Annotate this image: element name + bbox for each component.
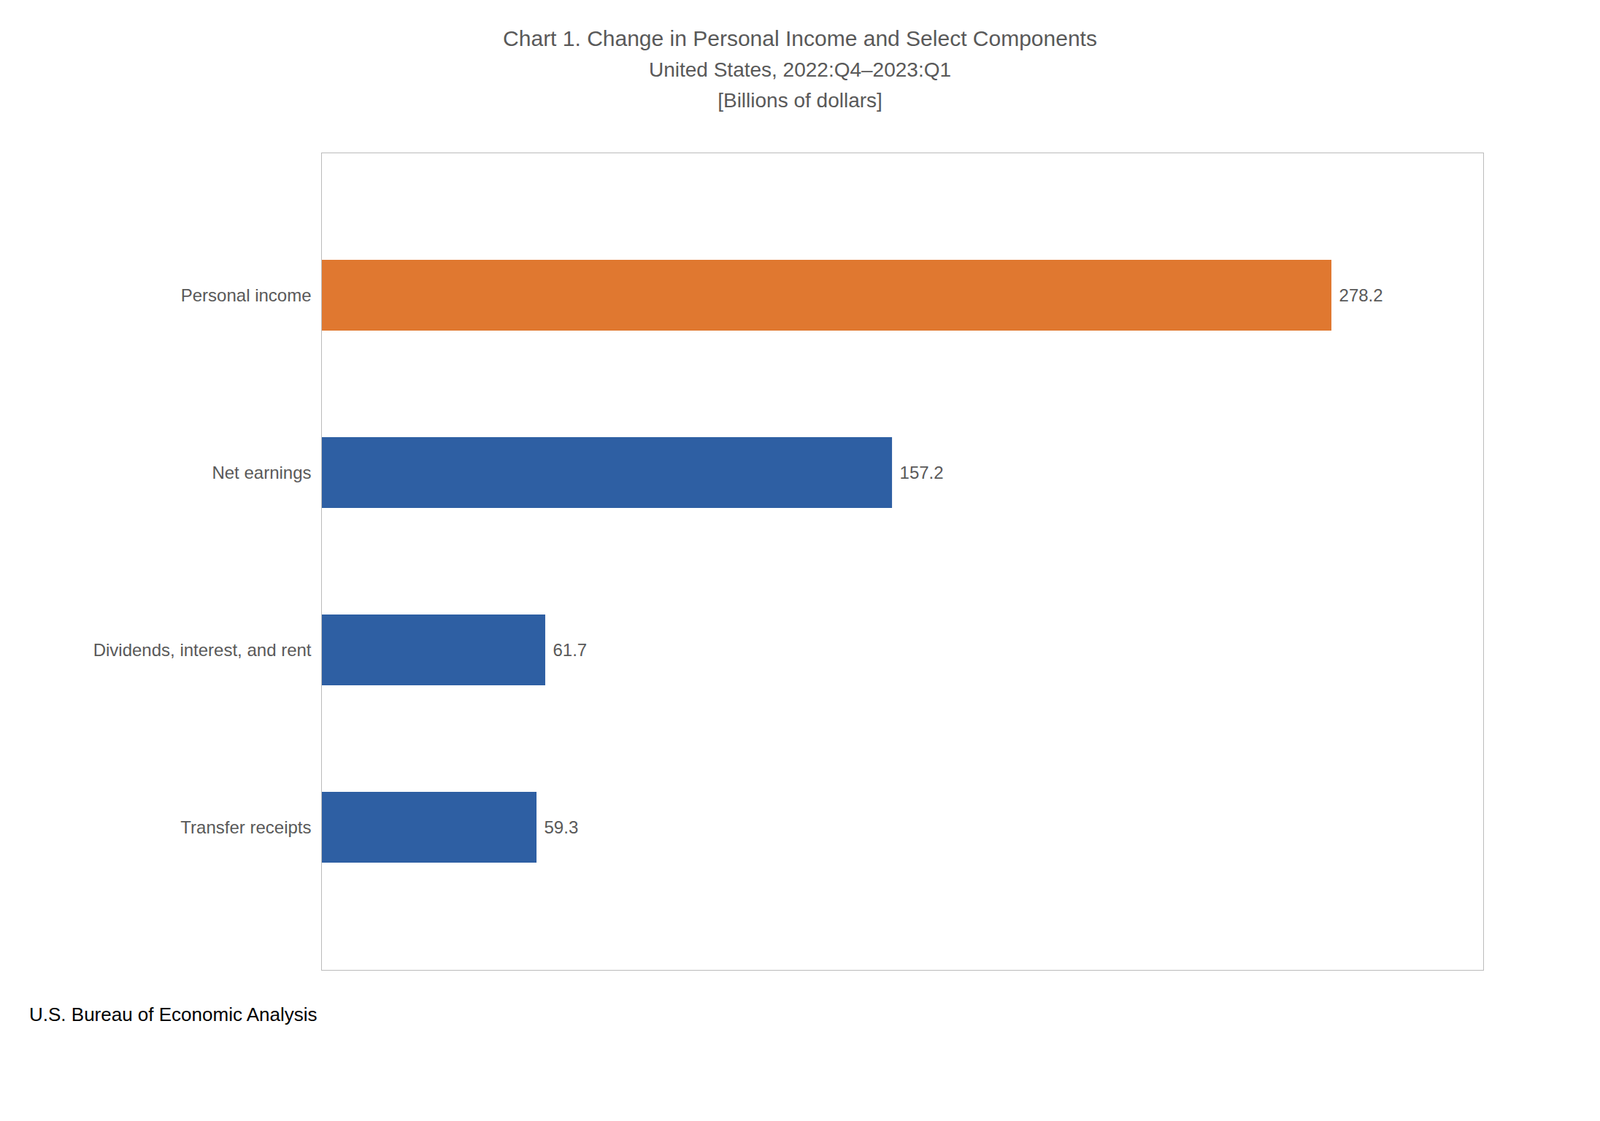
svg-text:Dividends, interest, and rent: Dividends, interest, and rent xyxy=(93,640,312,660)
html-text:Chart 1. Change in Personal In: Chart 1. Change in Personal Income and S… xyxy=(502,26,1098,51)
svg-text:278.2: 278.2 xyxy=(1339,285,1384,306)
svg-text:61.7: 61.7 xyxy=(552,640,587,660)
html-text:United States, 2022:Q4–2023:Q1: United States, 2022:Q4–2023:Q1 xyxy=(648,58,952,82)
svg-text:Personal income: Personal income xyxy=(181,285,312,306)
svg-text:Transfer receipts: Transfer receipts xyxy=(180,817,311,838)
html-text:U.S. Bureau of Economic Analys: U.S. Bureau of Economic Analysis xyxy=(29,1003,318,1026)
svg-text:Net earnings: Net earnings xyxy=(211,462,311,483)
svg-text:157.2: 157.2 xyxy=(900,462,944,483)
html-text:[Billions of dollars]: [Billions of dollars] xyxy=(717,89,883,112)
svg-text:59.3: 59.3 xyxy=(544,817,579,838)
